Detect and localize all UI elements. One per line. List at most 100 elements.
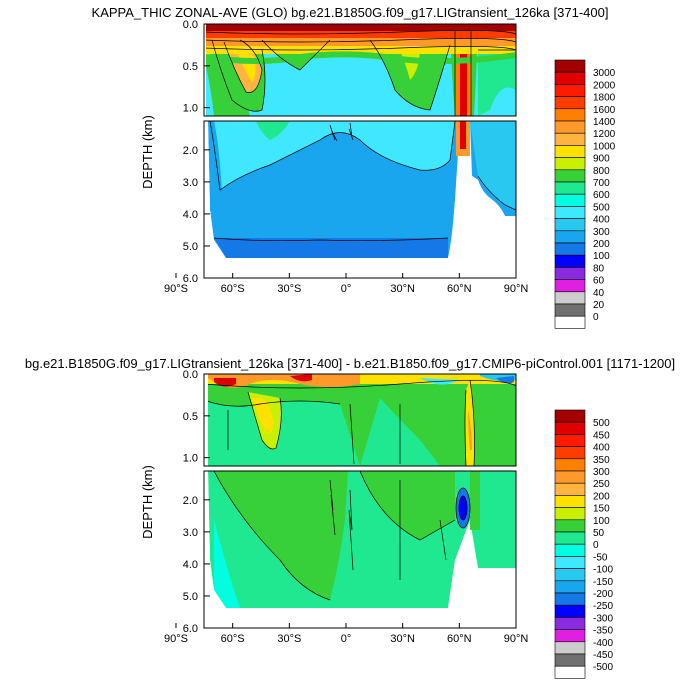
colorbar-label: -400 [593, 638, 613, 649]
x-tick-label: 0° [341, 633, 352, 645]
colorbar-label: 100 [593, 251, 610, 262]
colorbar-swatch [554, 641, 586, 655]
colorbar-swatch [554, 604, 586, 618]
colorbar-label: 100 [593, 516, 610, 527]
colorbar-label: -150 [593, 577, 613, 588]
panel-2: bg.e21.B1850G.f09_g17.LIGtransient_126ka… [25, 356, 675, 679]
colorbar-label: 300 [593, 227, 610, 238]
colorbar-label: 500 [593, 418, 610, 429]
y-tick-label: 2.0 [183, 495, 198, 507]
colorbar-label: 0 [593, 540, 599, 551]
colorbar-label: -350 [593, 626, 613, 637]
colorbar-label: 350 [593, 455, 610, 466]
panel-2-lower-field [204, 471, 516, 628]
colorbar-label: 2000 [593, 80, 616, 91]
x-tick-label: 60°S [221, 633, 245, 645]
colorbar-swatch [554, 132, 586, 146]
colorbar-label: 250 [593, 479, 610, 490]
colorbar-swatch [554, 446, 586, 460]
y-tick-label: 0.0 [183, 19, 198, 31]
colorbar-label: 200 [593, 491, 610, 502]
panel-1-lower-frame [203, 120, 517, 279]
colorbar-swatch [554, 531, 586, 545]
colorbar-label: 400 [593, 443, 610, 454]
colorbar-swatch [554, 96, 586, 110]
colorbar-label: 400 [593, 215, 610, 226]
y-tick-label: 1.0 [183, 453, 198, 465]
colorbar-label: 300 [593, 467, 610, 478]
colorbar-swatch [554, 267, 586, 280]
colorbar-label: 1200 [593, 129, 616, 140]
colorbar-label: 1400 [593, 117, 616, 128]
colorbar-swatch [554, 653, 586, 667]
colorbar-swatch [554, 206, 586, 219]
colorbar-swatch [554, 482, 586, 496]
colorbar-label: -450 [593, 650, 613, 661]
colorbar-swatch [554, 279, 586, 293]
colorbar-swatch [554, 458, 586, 472]
y-tick-label: 4.0 [183, 209, 198, 221]
colorbar-swatch [554, 145, 586, 158]
x-tick-label: 30°S [277, 633, 301, 645]
colorbar-label: 50 [593, 528, 605, 539]
colorbar-swatch [554, 71, 586, 85]
panel-2-title: bg.e21.B1850G.f09_g17.LIGtransient_126ka… [25, 356, 675, 371]
colorbar-swatch [554, 84, 586, 97]
colorbar-label: 60 [593, 276, 605, 287]
y-tick-label: 3.0 [183, 527, 198, 539]
y-tick-label: 0.5 [183, 61, 198, 73]
panel-1-upper-field [204, 24, 516, 116]
y-tick-label: 6.0 [183, 273, 198, 285]
colorbar-swatch [554, 169, 586, 183]
panel-2-ylabel: DEPTH (km) [140, 465, 155, 539]
colorbar-swatch [554, 291, 586, 305]
colorbar-swatch [554, 495, 586, 508]
panel-1-ylabel: DEPTH (km) [140, 115, 155, 189]
y-tick-label: 5.0 [183, 591, 198, 603]
colorbar-swatch [554, 592, 586, 606]
panel-1-upper-frame [203, 23, 517, 117]
colorbar-swatch [554, 434, 586, 447]
colorbar-label: -250 [593, 601, 613, 612]
y-tick-label: 1.0 [183, 103, 198, 115]
colorbar-label: 150 [593, 504, 610, 515]
colorbar-label: -500 [593, 662, 613, 673]
y-tick-label: 3.0 [183, 177, 198, 189]
panel-1-lower-field [204, 121, 516, 278]
colorbar-swatch [554, 242, 586, 256]
colorbar-label: 1000 [593, 141, 616, 152]
x-tick-label: 30°N [390, 633, 415, 645]
colorbar-swatch [554, 181, 586, 195]
colorbar-label: 20 [593, 300, 605, 311]
colorbar-swatch [554, 543, 586, 557]
panel-2-upper-frame [203, 373, 517, 467]
colorbar-label: 1800 [593, 93, 616, 104]
x-tick-label: 60°S [221, 283, 245, 295]
panel-1: KAPPA_THIC ZONAL-AVE (GLO) bg.e21.B1850G… [92, 5, 616, 329]
colorbar-swatch [554, 59, 586, 73]
colorbar-swatch [554, 409, 586, 423]
colorbar-label: 600 [593, 190, 610, 201]
colorbar-label: 40 [593, 288, 605, 299]
colorbar-swatch [554, 629, 586, 643]
colorbar-swatch [554, 421, 586, 435]
colorbar-swatch [554, 519, 586, 533]
panel-1-axes: 90°S 60°S 30°S 0° 30°N 60°N 90°N 0.0 0.5 1.0 2.0 3.… [164, 19, 528, 295]
colorbar-swatch [554, 568, 586, 582]
colorbar-label: 500 [593, 202, 610, 213]
colorbar-label: -300 [593, 613, 613, 624]
colorbar-label: 800 [593, 166, 610, 177]
colorbar-label: -200 [593, 589, 613, 600]
colorbar-swatch [554, 254, 586, 268]
x-tick-label: 90°N [504, 633, 529, 645]
colorbar-label: 3000 [593, 68, 616, 79]
colorbar-swatch [554, 507, 586, 521]
x-tick-label: 60°N [447, 633, 472, 645]
panel-1-colorbar: 3000200018001600140012001000900800700600… [554, 59, 616, 329]
panel-1-title: KAPPA_THIC ZONAL-AVE (GLO) bg.e21.B1850G… [92, 5, 609, 20]
colorbar-swatch [554, 108, 586, 122]
x-tick-label: 90°S [164, 283, 188, 295]
colorbar-label: -50 [593, 552, 608, 563]
colorbar-swatch [554, 193, 586, 207]
